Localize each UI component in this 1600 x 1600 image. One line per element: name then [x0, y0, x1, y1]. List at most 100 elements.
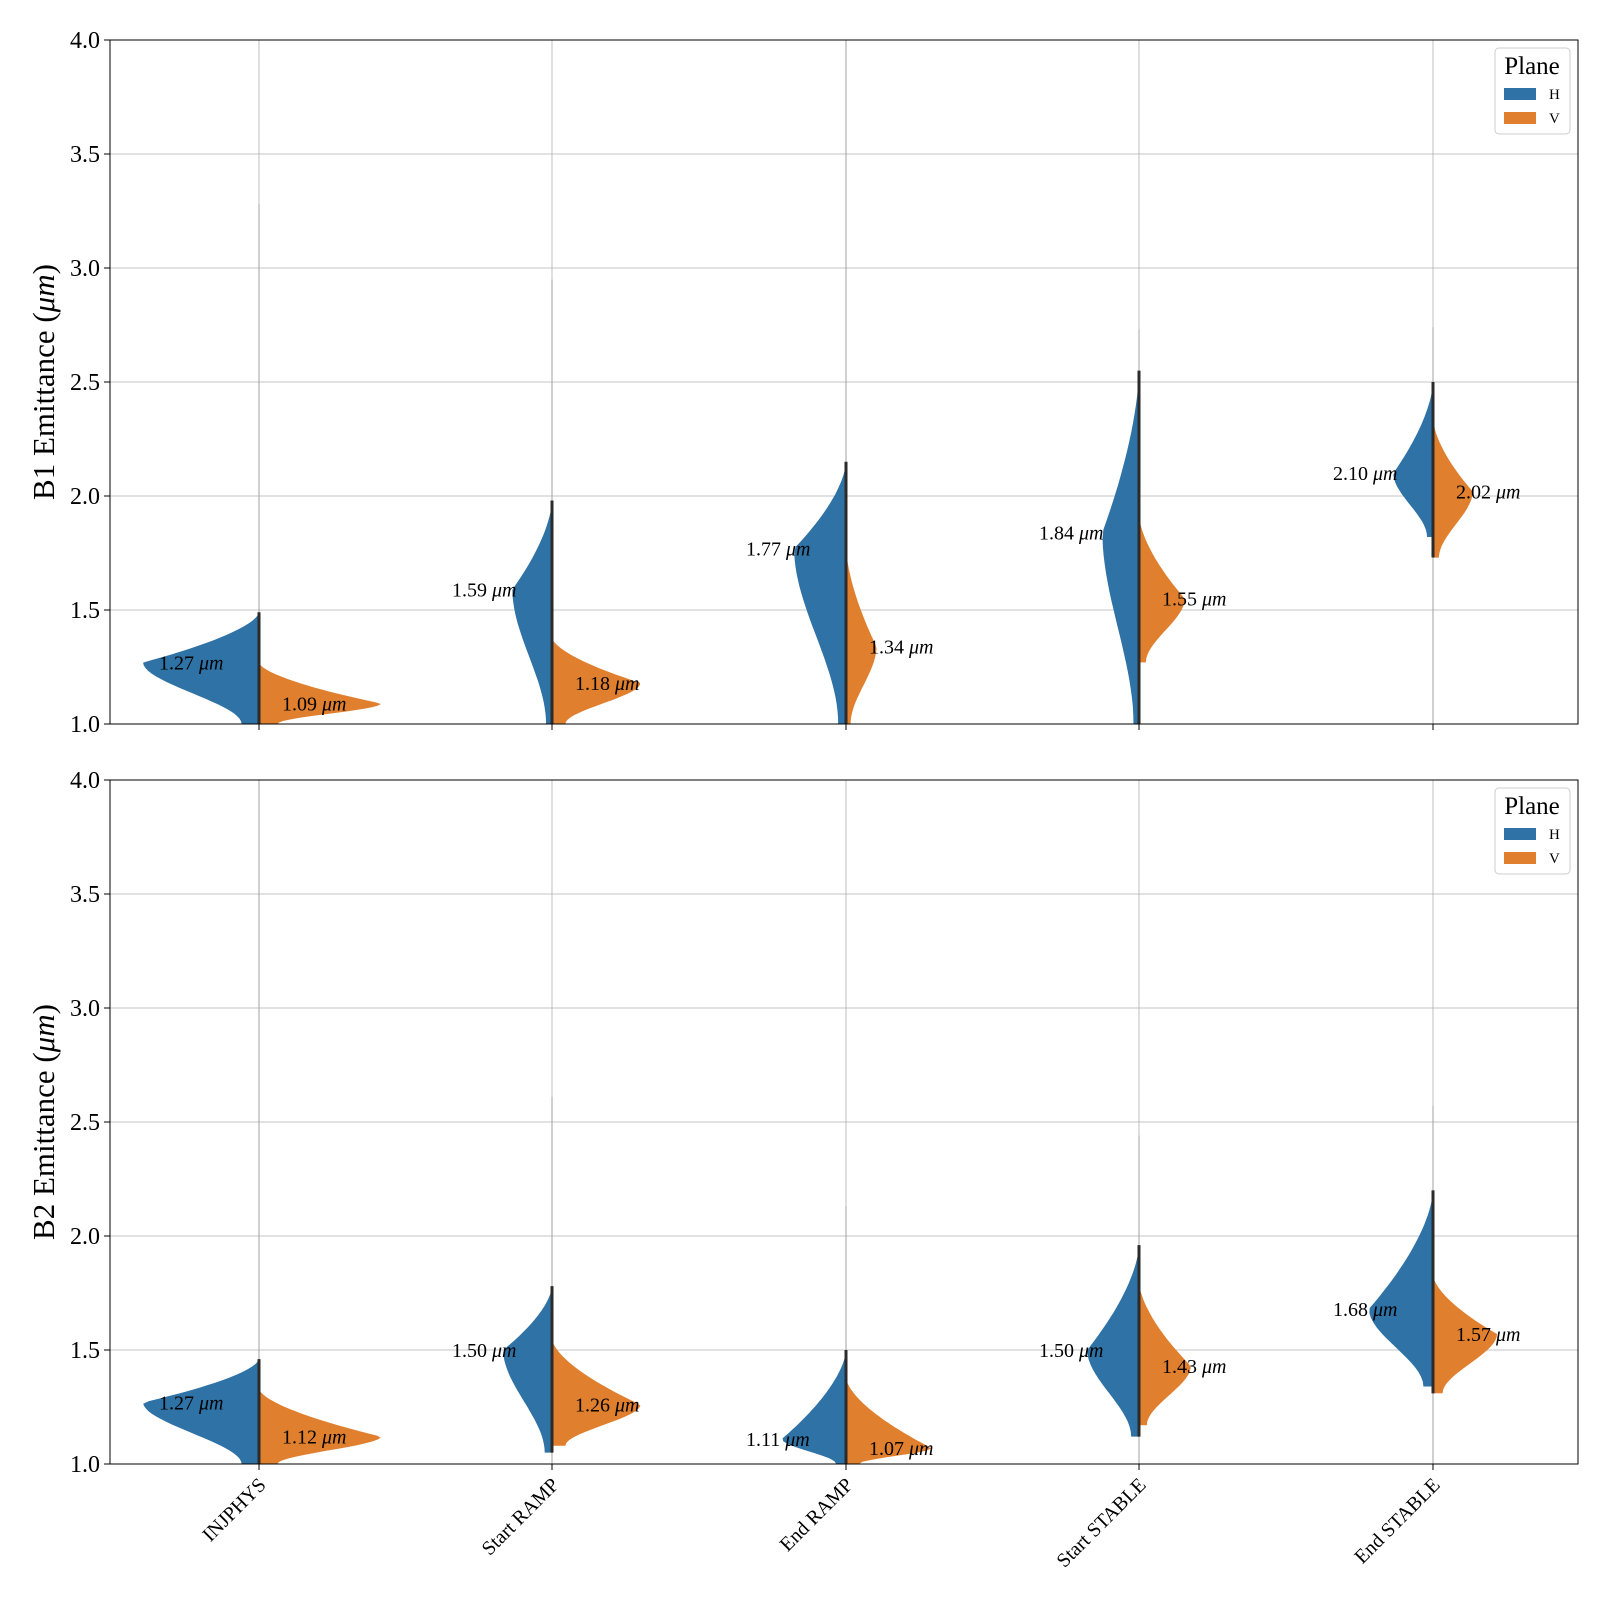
y-axis-label-suffix: ) — [26, 1004, 61, 1014]
median-unit: μm — [781, 538, 810, 560]
y-tick-label: 4.0 — [70, 28, 100, 54]
median-value: 1.07 — [869, 1438, 904, 1460]
median-unit: μm — [904, 636, 933, 658]
median-value: 1.11 — [746, 1429, 780, 1451]
median-label-h: 2.10 μm — [1333, 463, 1397, 485]
median-value: 2.10 — [1333, 463, 1368, 485]
median-label-v: 1.09 μm — [282, 693, 346, 715]
y-axis-label: B1 Emittance (μm) — [26, 264, 61, 500]
legend-title: Plane — [1504, 793, 1560, 820]
median-label-h: 1.27 μm — [159, 652, 223, 674]
legend-entry-v: V — [1549, 851, 1560, 867]
y-tick-label: 3.0 — [70, 256, 100, 282]
median-unit: μm — [780, 1429, 809, 1451]
median-value: 1.50 — [452, 1340, 487, 1362]
legend-swatch-v — [1504, 112, 1536, 124]
median-label-v: 1.12 μm — [282, 1427, 346, 1449]
median-unit: μm — [487, 1340, 516, 1362]
violin-v-end-ramp — [846, 1377, 931, 1464]
y-tick-label: 1.5 — [70, 598, 100, 624]
y-tick-label: 1.0 — [70, 1452, 100, 1478]
violin-v-start-stable — [1139, 514, 1185, 663]
legend-entry-v: V — [1549, 111, 1560, 127]
y-axis-label-unit: μm — [26, 1014, 61, 1053]
x-category-label: End RAMP — [776, 1474, 858, 1556]
legend: Plane HV — [1494, 787, 1571, 875]
violin-v-end-stable — [1433, 418, 1473, 558]
y-tick-label: 4.0 — [70, 768, 100, 794]
median-value: 1.57 — [1456, 1324, 1491, 1346]
median-unit: μm — [487, 579, 516, 601]
median-label-h: 1.59 μm — [452, 579, 516, 601]
legend-title: Plane — [1504, 53, 1560, 80]
legend-entry-h: H — [1549, 827, 1560, 843]
median-label-v: 1.07 μm — [869, 1438, 933, 1460]
violin-h-end-ramp — [782, 1350, 846, 1464]
x-category-label: INJPHYS — [198, 1474, 270, 1546]
y-tick-label: 1.5 — [70, 1338, 100, 1364]
violin-h-end-stable — [1369, 1190, 1433, 1387]
median-value: 1.55 — [1162, 589, 1197, 611]
median-label-h: 1.50 μm — [452, 1340, 516, 1362]
violin-v-end-ramp — [846, 546, 877, 724]
legend-entry-h: H — [1549, 87, 1560, 103]
median-value: 1.50 — [1039, 1340, 1074, 1362]
median-label-v: 1.26 μm — [575, 1395, 639, 1417]
median-label-v: 1.57 μm — [1456, 1324, 1520, 1346]
violins — [143, 780, 1497, 1464]
y-tick-label: 2.5 — [70, 1110, 100, 1136]
median-unit: μm — [194, 652, 223, 674]
violin-v-end-stable — [1433, 1274, 1497, 1394]
median-unit: μm — [194, 1392, 223, 1414]
median-value: 1.26 — [575, 1395, 610, 1417]
median-unit: μm — [610, 673, 639, 695]
y-tick-label: 1.0 — [70, 712, 100, 738]
median-value: 2.02 — [1456, 481, 1491, 503]
plot-frame — [109, 39, 1579, 725]
median-label-v: 2.02 μm — [1456, 481, 1520, 503]
median-value: 1.68 — [1333, 1299, 1368, 1321]
median-unit: μm — [1074, 522, 1103, 544]
panel-1: 1.01.52.02.53.03.54.01.27 μm1.59 μm1.77 … — [26, 28, 1579, 738]
y-axis-label-unit: μm — [26, 274, 61, 313]
y-axis-label-suffix: ) — [26, 264, 61, 274]
median-unit: μm — [317, 693, 346, 715]
y-axis-label: B2 Emittance (μm) — [26, 1004, 61, 1240]
legend-swatch-h — [1504, 828, 1536, 840]
median-unit: μm — [1074, 1340, 1103, 1362]
y-tick-label: 3.5 — [70, 142, 100, 168]
plot-frame — [109, 779, 1579, 1465]
violin-h-end-stable — [1393, 382, 1433, 537]
x-category-label: Start RAMP — [478, 1474, 564, 1560]
median-unit: μm — [1368, 463, 1397, 485]
median-label-h: 1.77 μm — [746, 538, 810, 560]
median-value: 1.34 — [869, 636, 904, 658]
x-category-label: End STABLE — [1350, 1474, 1444, 1568]
median-label-h: 1.84 μm — [1039, 522, 1103, 544]
violin-h-start-stable — [1087, 1245, 1139, 1437]
violins — [143, 40, 1473, 724]
median-unit: μm — [1368, 1299, 1397, 1321]
legend-swatch-h — [1504, 88, 1536, 100]
y-tick-label: 2.5 — [70, 370, 100, 396]
violin-h-end-ramp — [794, 461, 846, 724]
violin-v-start-stable — [1139, 1281, 1191, 1426]
y-tick-label: 3.5 — [70, 882, 100, 908]
y-tick-label: 2.0 — [70, 1224, 100, 1250]
median-unit: μm — [904, 1438, 933, 1460]
median-unit: μm — [1197, 1356, 1226, 1378]
median-unit: μm — [1197, 589, 1226, 611]
median-label-h: 1.11 μm — [746, 1429, 810, 1451]
violin-v-start-ramp — [552, 1338, 641, 1446]
legend-swatch-v — [1504, 852, 1536, 864]
median-unit: μm — [1491, 1324, 1520, 1346]
median-unit: μm — [1491, 481, 1520, 503]
median-label-v: 1.18 μm — [575, 673, 639, 695]
median-value: 1.59 — [452, 579, 487, 601]
median-label-v: 1.34 μm — [869, 636, 933, 658]
median-value: 1.84 — [1039, 522, 1074, 544]
median-label-h: 1.50 μm — [1039, 1340, 1103, 1362]
median-unit: μm — [610, 1395, 639, 1417]
violin-h-start-stable — [1102, 370, 1139, 724]
